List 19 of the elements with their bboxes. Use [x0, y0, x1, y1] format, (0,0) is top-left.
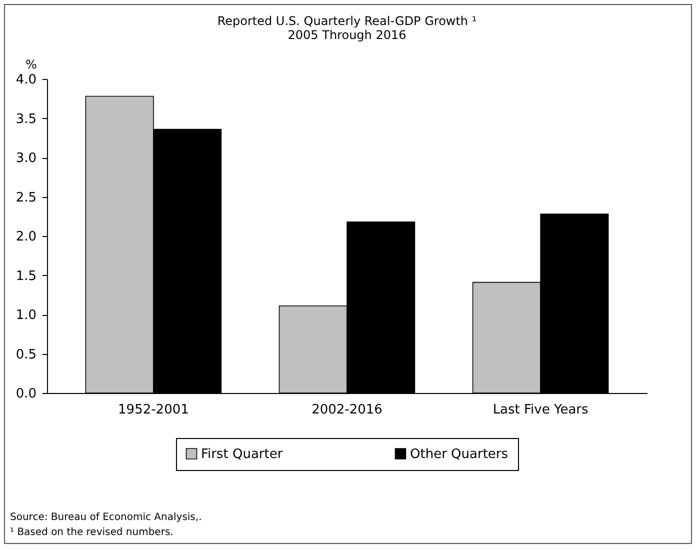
y-tick-label: 0.0 [16, 386, 36, 402]
chart-subtitle: 2005 Through 2016 [288, 28, 406, 42]
y-tick-label: 1.0 [16, 308, 36, 323]
text: ¹ Based on the revised numbers. [10, 526, 174, 540]
x-tick-label: 2002-2016 [312, 402, 382, 418]
y-tick-label: 2.5 [16, 190, 36, 206]
chart-title: Reported U.S. Quarterly Real-GDP Growth ¹ [217, 14, 477, 28]
y-tick-label: 3.5 [16, 112, 36, 127]
legend-label: Other Quarters [410, 446, 508, 462]
y-tick-label: 3.0 [16, 151, 36, 166]
x-tick-label: 1952-2001 [118, 402, 189, 418]
y-axis-title: % [26, 58, 37, 72]
legend-label: First Quarter [201, 446, 284, 462]
y-tick-label: 2.0 [16, 230, 36, 244]
y-tick-label: 4.0 [16, 72, 36, 88]
y-tick-label: 0.5 [16, 347, 36, 362]
y-tick-label: 1.5 [16, 268, 36, 284]
source-note: Source: Bureau of Economic Analysis,. [10, 511, 202, 525]
x-tick-label: Last Five Years [492, 402, 589, 418]
